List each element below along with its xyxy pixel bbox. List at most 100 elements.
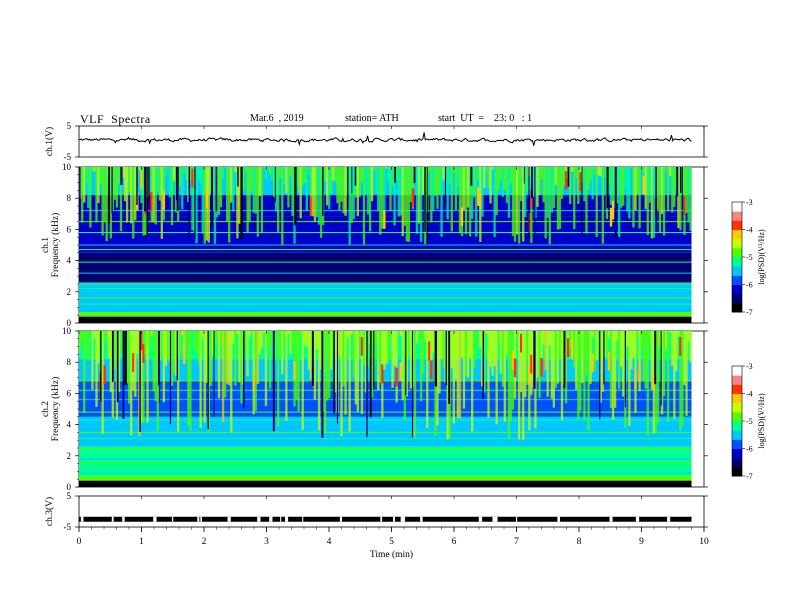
ch1-spectrogram-streak <box>234 167 237 173</box>
ch2-spectrogram-streak <box>275 331 278 334</box>
ch1-spectrogram-streak <box>434 167 437 196</box>
ch1-spectrogram-streak <box>636 167 639 195</box>
ch1-spectrogram-streak <box>540 167 543 180</box>
ch2-spectrogram-panel: 0 2 4 6 8 10 ch.2 Frequency (kHz) <box>41 326 708 492</box>
ch2-spectrogram-streak <box>177 331 180 432</box>
ch1-spectrogram-streak <box>562 167 566 186</box>
ch1-spectrogram-gap <box>581 167 583 234</box>
ch1-spectrogram-streak <box>673 167 676 207</box>
ch1-spectrogram-colorbar-cell <box>732 253 742 256</box>
ch2-spectrogram-colorbar-cell <box>732 391 742 394</box>
ch2-spectrogram-streak <box>471 331 474 432</box>
ch1-spectrogram-streak <box>242 167 245 191</box>
ch2-spectrogram-streak <box>491 331 494 376</box>
ch1-spectrogram-gap <box>211 167 214 227</box>
ch2-spectrogram-streak <box>356 331 360 412</box>
ch2-spectrogram-colorbar-cell <box>732 465 742 468</box>
x-tick-label: 7 <box>514 537 519 547</box>
ch2-spectrogram-streak <box>642 331 645 382</box>
ch2-spectrogram-gap <box>139 331 141 432</box>
ch2-spectrogram-streak <box>164 331 168 367</box>
ch1-spectrogram-streak <box>195 167 198 244</box>
ch1-spectrogram-streak <box>301 167 304 185</box>
ch2-spectrogram-colorbar-cell <box>732 393 742 396</box>
ch1-spectrogram-hot-spot <box>479 190 482 210</box>
ch3-waveform-ylabel: ch.3(V) <box>44 497 55 526</box>
ch1-spectrogram-streak <box>430 167 433 223</box>
figure-title: VLF Spectra <box>80 112 151 126</box>
ch1-spectrogram-ytick-label: 6 <box>67 224 72 234</box>
ch2-spectrogram-streak <box>319 331 323 370</box>
ch1-spectrogram-streak <box>370 167 374 202</box>
ch2-spectrogram-streak <box>646 331 649 436</box>
ch2-spectrogram-ytick-label: 2 <box>67 451 72 461</box>
ch1-spectrogram-streak <box>646 167 649 236</box>
ch2-spectrogram-streak <box>687 331 690 342</box>
ch1-spectrogram-streak <box>123 167 127 202</box>
ch1-spectrogram-streak <box>121 167 125 178</box>
ch1-spectrogram-streak <box>119 167 123 232</box>
ch2-spectrogram-colorbar-cell <box>732 371 742 374</box>
ch1-spectrogram-streak <box>332 167 335 181</box>
ch2-spectrogram-streak <box>585 331 588 376</box>
ch1-spectrogram-gap <box>531 167 534 198</box>
ch1-spectrogram-colorbar-cell <box>732 275 742 278</box>
ch3-waveform-band <box>79 516 692 522</box>
ch2-spectrogram-streak <box>667 331 670 423</box>
ch1-spectrogram-colorbar-cell <box>732 207 742 210</box>
ch1-spectrogram-gap <box>614 167 617 240</box>
ch1-spectrogram-streak <box>87 167 90 208</box>
ch2-spectrogram-streak <box>407 331 411 357</box>
ch1-spectrogram-streak <box>287 167 290 208</box>
ch2-spectrogram-gap <box>373 331 375 390</box>
ch2-spectrogram-colorbar-cell <box>732 410 742 413</box>
ch1-spectrogram-streak <box>622 167 625 206</box>
ch1-spectrogram-streak <box>326 167 329 206</box>
ch1-spectrogram-streak <box>373 167 376 171</box>
ch1-spectrogram-colorbar-cell <box>732 260 742 263</box>
ch3-waveform-ytick-label: -5 <box>64 522 72 532</box>
ch2-spectrogram-streak <box>591 331 594 337</box>
ch1-spectrogram-streak <box>97 167 100 204</box>
ch2-spectrogram-streak <box>389 331 392 341</box>
ch2-spectrogram-streak <box>615 331 619 341</box>
ch2-spectrogram-gap <box>124 331 127 385</box>
ch1-spectrogram-streak <box>185 167 188 181</box>
ch1-spectrogram-streak <box>128 167 131 193</box>
ch2-spectrogram-streak <box>146 331 149 423</box>
ch2-spectrogram-streak <box>436 331 439 426</box>
ch1-spectrogram-streak <box>524 167 527 217</box>
ch2-spectrogram-streak <box>575 331 578 390</box>
ch3-waveform-panel: 5 -5 ch.3(V) <box>44 491 708 532</box>
ch2-spectrogram-streak <box>277 331 280 427</box>
ch1-spectrogram-streak <box>264 167 268 180</box>
ch1-waveform-ytick-label: -5 <box>64 152 72 162</box>
ch1-spectrogram-streak <box>305 167 308 212</box>
ch1-spectrogram-streak <box>113 167 117 200</box>
ch1-spectrogram-streak <box>501 167 504 197</box>
ch3-waveform-frame <box>78 495 705 528</box>
ch1-spectrogram-streak <box>99 167 102 184</box>
ch1-spectrogram-colorbar-cell <box>732 205 742 208</box>
ch1-spectrogram-streak <box>422 167 425 195</box>
ch2-spectrogram-streak <box>473 331 476 369</box>
ch1-spectrogram-ytick-label: 10 <box>62 162 72 172</box>
ch2-spectrogram-gap <box>434 331 438 387</box>
ch3-waveform-gap <box>280 516 282 522</box>
ch1-spectrogram-streak <box>197 167 200 181</box>
ch1-spectrogram-hot-spot <box>564 171 568 190</box>
ch1-spectrogram-streak <box>134 167 137 221</box>
ch2-spectrogram-streak <box>375 331 378 341</box>
ch1-spectrogram-streak <box>558 167 562 229</box>
ch2-spectrogram-streak <box>522 331 525 440</box>
ch1-spectrogram-colorbar-cell <box>732 306 742 309</box>
ch2-spectrogram-streak <box>197 331 200 364</box>
ch2-spectrogram-streak <box>148 331 151 350</box>
ch1-spectrogram-streak <box>142 167 145 236</box>
ch1-spectrogram-streak <box>213 167 217 244</box>
ch2-spectrogram-streak <box>395 331 398 403</box>
ch1-spectrogram-streak <box>317 167 321 225</box>
ch1-spectrogram-hot-spot <box>611 200 615 220</box>
ch1-spectrogram-streak <box>609 167 613 205</box>
ch1-spectrogram-gap <box>188 167 190 240</box>
